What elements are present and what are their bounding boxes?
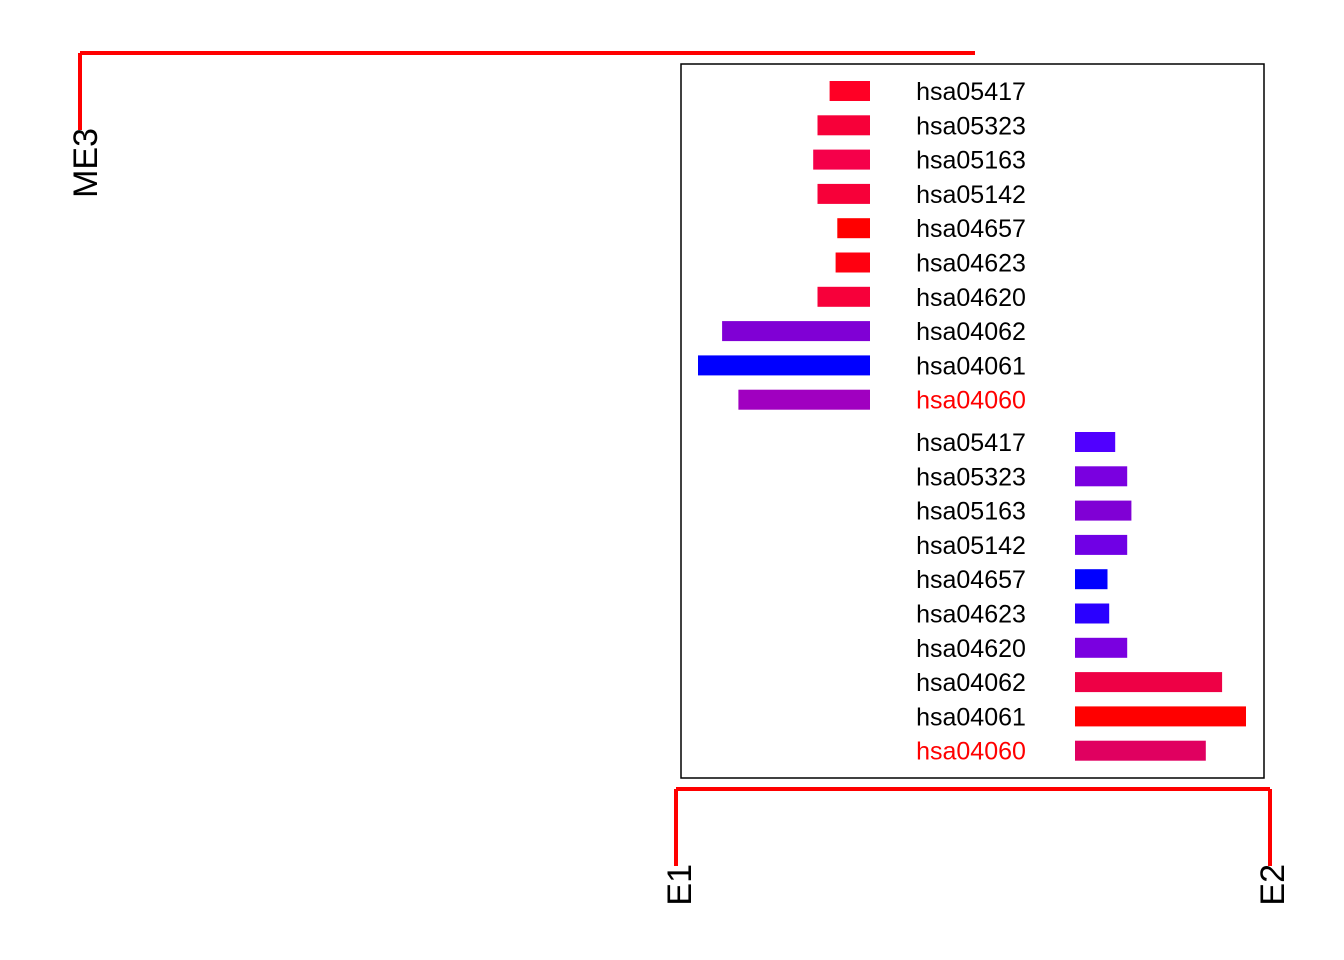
labels-layer: hsa05417 hsa05323 hsa05163 hsa05142 hsa04657… (916, 78, 1026, 766)
bar-e1-hsa05323 (817, 115, 870, 136)
bar-e1-hsa04060 (738, 389, 870, 410)
bar-e2-hsa04060 (1075, 740, 1206, 761)
row-label-e1-hsa05323: hsa05323 (916, 112, 1026, 140)
row-label-e2-hsa04062: hsa04062 (916, 669, 1026, 697)
row-label-e1-hsa04620: hsa04620 (916, 284, 1026, 312)
bar-e2-hsa05142 (1075, 534, 1128, 555)
row-label-e1-hsa04060: hsa04060 (916, 387, 1026, 415)
bar-e2-hsa05417 (1075, 432, 1116, 452)
bar-e1-hsa04620 (817, 286, 870, 307)
bar-e2-hsa05163 (1075, 500, 1132, 521)
row-label-e2-hsa05417: hsa05417 (916, 429, 1026, 457)
dendrogram-label-e2: E2 (1254, 864, 1292, 906)
row-label-e2-hsa04657: hsa04657 (916, 566, 1026, 594)
row-label-e1-hsa05142: hsa05142 (916, 181, 1026, 209)
row-label-e2-hsa04620: hsa04620 (916, 635, 1026, 663)
row-label-e2-hsa04061: hsa04061 (916, 703, 1026, 731)
row-label-e2-hsa05142: hsa05142 (916, 532, 1026, 560)
bar-e1-hsa05142 (817, 183, 870, 204)
row-label-e1-hsa04623: hsa04623 (916, 250, 1026, 278)
dendrogram-label-e1: E1 (661, 864, 699, 906)
bar-e1-hsa04623 (835, 252, 870, 273)
row-label-e1-hsa04062: hsa04062 (916, 318, 1026, 346)
bar-e2-hsa05323 (1075, 466, 1128, 487)
bar-e1-hsa04062 (722, 321, 870, 342)
bar-e2-hsa04062 (1075, 672, 1223, 693)
row-label-e1-hsa05163: hsa05163 (916, 147, 1026, 175)
bar-e1-hsa05163 (813, 149, 870, 170)
row-label-e1-hsa04061: hsa04061 (916, 352, 1026, 380)
dendrogram: ME3 E1 E2 (67, 51, 1292, 906)
row-label-e1-hsa04657: hsa04657 (916, 215, 1026, 243)
row-label-e2-hsa05323: hsa05323 (916, 463, 1026, 491)
dendrogram-label-me3: ME3 (67, 128, 105, 198)
row-label-e2-hsa04060: hsa04060 (916, 738, 1026, 766)
bar-e2-hsa04620 (1075, 637, 1128, 658)
plot-frame (680, 63, 1265, 779)
row-label-e2-hsa04623: hsa04623 (916, 601, 1026, 629)
bar-e1-hsa04061 (698, 355, 870, 376)
bar-e1-hsa04657 (837, 218, 870, 239)
bar-e2-hsa04061 (1075, 706, 1246, 727)
row-label-e2-hsa05163: hsa05163 (916, 498, 1026, 526)
bar-e1-hsa05417 (829, 81, 870, 101)
row-label-e1-hsa05417: hsa05417 (916, 78, 1026, 106)
bar-e2-hsa04657 (1075, 569, 1108, 590)
bar-e2-hsa04623 (1075, 603, 1110, 624)
bars-layer (698, 81, 1246, 761)
